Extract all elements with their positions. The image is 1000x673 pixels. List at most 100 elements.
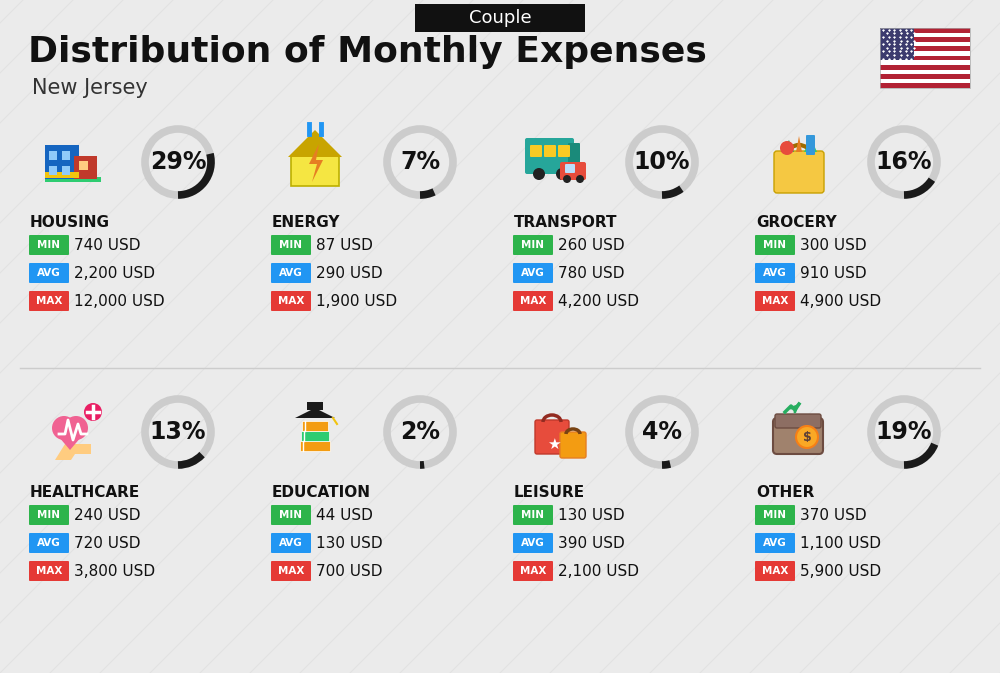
Text: 700 USD: 700 USD	[316, 563, 382, 579]
Text: MAX: MAX	[278, 566, 304, 576]
Text: 1,100 USD: 1,100 USD	[800, 536, 881, 551]
Text: MIN: MIN	[522, 510, 544, 520]
FancyBboxPatch shape	[29, 505, 69, 525]
Text: Distribution of Monthly Expenses: Distribution of Monthly Expenses	[28, 35, 707, 69]
Text: 130 USD: 130 USD	[558, 507, 625, 522]
Text: MAX: MAX	[762, 566, 788, 576]
FancyBboxPatch shape	[62, 166, 70, 175]
FancyBboxPatch shape	[755, 533, 795, 553]
Text: 13%: 13%	[150, 420, 206, 444]
Text: 16%: 16%	[876, 150, 932, 174]
FancyBboxPatch shape	[880, 37, 970, 42]
Text: 300 USD: 300 USD	[800, 238, 867, 252]
Text: MAX: MAX	[762, 296, 788, 306]
FancyBboxPatch shape	[565, 164, 575, 173]
Text: EDUCATION: EDUCATION	[272, 485, 371, 500]
FancyBboxPatch shape	[755, 505, 795, 525]
FancyBboxPatch shape	[49, 151, 57, 160]
Text: HOUSING: HOUSING	[30, 215, 110, 230]
FancyBboxPatch shape	[271, 235, 311, 255]
Text: ENERGY: ENERGY	[272, 215, 340, 230]
FancyBboxPatch shape	[774, 151, 824, 193]
FancyBboxPatch shape	[307, 402, 323, 410]
Text: 780 USD: 780 USD	[558, 266, 624, 281]
FancyBboxPatch shape	[513, 291, 553, 311]
Text: 390 USD: 390 USD	[558, 536, 625, 551]
FancyBboxPatch shape	[773, 418, 823, 454]
FancyBboxPatch shape	[29, 263, 69, 283]
FancyBboxPatch shape	[880, 32, 970, 37]
FancyBboxPatch shape	[558, 145, 570, 157]
FancyBboxPatch shape	[880, 56, 970, 61]
Polygon shape	[295, 408, 335, 418]
FancyBboxPatch shape	[880, 74, 970, 79]
Text: MIN: MIN	[522, 240, 544, 250]
FancyBboxPatch shape	[271, 505, 311, 525]
FancyBboxPatch shape	[513, 533, 553, 553]
FancyBboxPatch shape	[880, 28, 970, 32]
Text: 720 USD: 720 USD	[74, 536, 140, 551]
FancyBboxPatch shape	[560, 162, 586, 180]
Text: OTHER: OTHER	[756, 485, 814, 500]
FancyBboxPatch shape	[79, 161, 88, 170]
Circle shape	[52, 416, 76, 440]
Polygon shape	[804, 138, 817, 152]
FancyBboxPatch shape	[755, 235, 795, 255]
FancyBboxPatch shape	[535, 420, 569, 454]
FancyBboxPatch shape	[880, 46, 970, 51]
Text: AVG: AVG	[521, 538, 545, 548]
Polygon shape	[55, 444, 91, 460]
Text: ★: ★	[547, 437, 561, 452]
Text: 2,200 USD: 2,200 USD	[74, 266, 155, 281]
FancyBboxPatch shape	[271, 263, 311, 283]
Text: 2%: 2%	[400, 420, 440, 444]
Polygon shape	[291, 133, 339, 186]
FancyBboxPatch shape	[271, 561, 311, 581]
Text: 1,900 USD: 1,900 USD	[316, 293, 397, 308]
Text: 370 USD: 370 USD	[800, 507, 867, 522]
FancyBboxPatch shape	[62, 151, 70, 160]
FancyBboxPatch shape	[45, 145, 79, 179]
Circle shape	[533, 168, 545, 180]
FancyBboxPatch shape	[45, 178, 101, 182]
FancyBboxPatch shape	[880, 69, 970, 74]
Text: 44 USD: 44 USD	[316, 507, 373, 522]
Text: AVG: AVG	[763, 538, 787, 548]
Text: TRANSPORT: TRANSPORT	[514, 215, 618, 230]
Text: MAX: MAX	[278, 296, 304, 306]
FancyBboxPatch shape	[880, 51, 970, 56]
Circle shape	[780, 141, 794, 155]
FancyBboxPatch shape	[880, 61, 970, 65]
Text: 7%: 7%	[400, 150, 440, 174]
FancyBboxPatch shape	[513, 505, 553, 525]
FancyBboxPatch shape	[880, 79, 970, 83]
FancyBboxPatch shape	[271, 533, 311, 553]
Text: 5,900 USD: 5,900 USD	[800, 563, 881, 579]
Polygon shape	[309, 144, 323, 182]
FancyBboxPatch shape	[29, 561, 69, 581]
Text: MIN: MIN	[764, 510, 786, 520]
Circle shape	[84, 403, 102, 421]
Text: MAX: MAX	[36, 566, 62, 576]
Text: AVG: AVG	[763, 268, 787, 278]
Polygon shape	[781, 140, 794, 152]
Text: GROCERY: GROCERY	[756, 215, 837, 230]
Text: 260 USD: 260 USD	[558, 238, 625, 252]
Text: 3,800 USD: 3,800 USD	[74, 563, 155, 579]
Text: AVG: AVG	[279, 268, 303, 278]
FancyBboxPatch shape	[530, 145, 542, 157]
Text: 12,000 USD: 12,000 USD	[74, 293, 165, 308]
Text: 2,100 USD: 2,100 USD	[558, 563, 639, 579]
FancyBboxPatch shape	[415, 4, 585, 32]
FancyBboxPatch shape	[29, 533, 69, 553]
Text: 19%: 19%	[876, 420, 932, 444]
Text: 130 USD: 130 USD	[316, 536, 383, 551]
Text: AVG: AVG	[279, 538, 303, 548]
FancyBboxPatch shape	[880, 42, 970, 46]
Text: MIN: MIN	[38, 240, 60, 250]
FancyBboxPatch shape	[45, 172, 79, 178]
Text: AVG: AVG	[37, 268, 61, 278]
Text: $: $	[803, 431, 811, 444]
FancyBboxPatch shape	[513, 235, 553, 255]
FancyBboxPatch shape	[49, 166, 57, 175]
